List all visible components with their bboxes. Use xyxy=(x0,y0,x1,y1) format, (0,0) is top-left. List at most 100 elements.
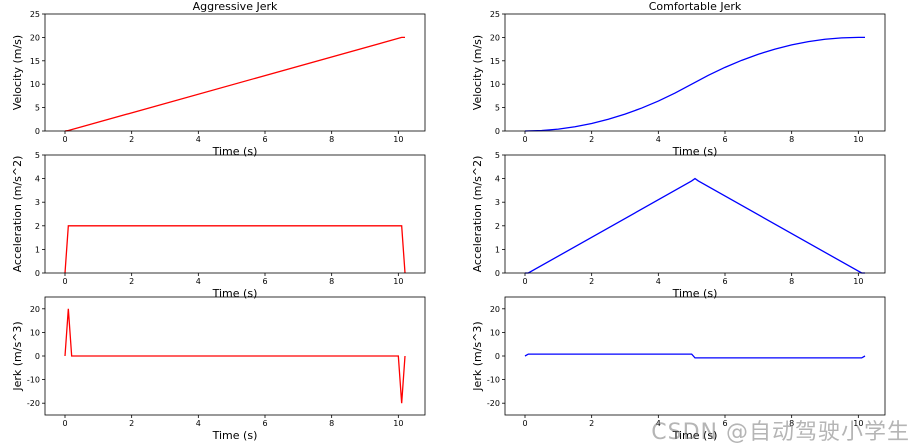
x-tick-label: 8 xyxy=(329,135,334,144)
y-tick-label: -20 xyxy=(27,399,40,408)
series-line xyxy=(524,36,865,132)
y-axis-label: Jerk (m/s^3) xyxy=(471,321,484,391)
y-tick-label: 0 xyxy=(35,352,40,361)
axes-frame xyxy=(504,296,886,416)
y-tick-label: 2 xyxy=(495,222,500,231)
chart-title: Aggressive Jerk xyxy=(193,0,278,13)
series-line xyxy=(64,36,405,132)
x-tick-label: 0 xyxy=(522,135,527,144)
x-tick-label: 10 xyxy=(853,419,863,428)
x-tick-label: 0 xyxy=(62,277,67,286)
y-tick-label: 5 xyxy=(35,151,40,160)
y-axis-label: Acceleration (m/s^2) xyxy=(471,156,484,273)
series-line xyxy=(524,353,866,359)
x-tick-label: 0 xyxy=(62,135,67,144)
y-tick-label: 0 xyxy=(35,269,40,278)
x-tick-label: 10 xyxy=(853,277,863,286)
x-tick-label: 8 xyxy=(329,277,334,286)
y-tick-label: 10 xyxy=(30,80,40,89)
y-tick-label: 5 xyxy=(495,151,500,160)
x-tick-label: 10 xyxy=(393,419,403,428)
x-axis-label: Time (s) xyxy=(212,287,258,300)
x-tick-label: 4 xyxy=(656,419,661,428)
y-tick-label: 20 xyxy=(490,33,500,42)
x-tick-label: 8 xyxy=(789,419,794,428)
x-tick-label: 8 xyxy=(329,419,334,428)
x-axis-label: Time (s) xyxy=(672,145,718,158)
axes-frame xyxy=(44,13,426,132)
x-tick-label: 6 xyxy=(262,277,267,286)
y-axis-label: Velocity (m/s) xyxy=(471,35,484,110)
x-tick-label: 0 xyxy=(62,419,67,428)
x-axis-label: Time (s) xyxy=(672,429,718,442)
x-tick-label: 2 xyxy=(129,135,134,144)
x-tick-label: 4 xyxy=(196,277,201,286)
y-tick-label: 0 xyxy=(495,127,500,136)
x-axis-label: Time (s) xyxy=(212,429,258,442)
x-tick-label: 2 xyxy=(589,135,594,144)
axes-frame xyxy=(504,154,886,274)
x-tick-label: 0 xyxy=(522,419,527,428)
y-tick-label: 20 xyxy=(30,33,40,42)
x-tick-label: 4 xyxy=(656,135,661,144)
x-tick-label: 10 xyxy=(393,135,403,144)
subplot-2: 0 2 4 6 8 10 0 1 2 3 4 5 Time (s) Acceleration (m/s^2… xyxy=(11,151,426,300)
y-tick-label: 0 xyxy=(495,269,500,278)
x-axis-label: Time (s) xyxy=(212,145,258,158)
x-tick-label: 4 xyxy=(656,277,661,286)
chart-title: Comfortable Jerk xyxy=(649,0,742,13)
y-axis-label: Jerk (m/s^3) xyxy=(11,321,24,391)
series-line xyxy=(64,225,406,274)
y-tick-label: 15 xyxy=(30,57,40,66)
y-tick-label: 10 xyxy=(490,328,500,337)
x-tick-label: 0 xyxy=(522,277,527,286)
x-tick-label: 2 xyxy=(589,419,594,428)
y-tick-label: 20 xyxy=(30,305,40,314)
axes-frame xyxy=(44,154,426,274)
y-tick-label: 1 xyxy=(35,245,40,254)
x-tick-label: 2 xyxy=(589,277,594,286)
x-tick-label: 4 xyxy=(196,135,201,144)
subplot-3: 0 2 4 6 8 10 0 1 2 3 4 5 Time (s) Acceleration (m/s^2… xyxy=(471,151,886,300)
y-tick-label: 3 xyxy=(35,198,40,207)
y-tick-label: 25 xyxy=(490,10,500,19)
x-tick-label: 6 xyxy=(722,419,727,428)
y-tick-label: 1 xyxy=(495,245,500,254)
x-axis-label: Time (s) xyxy=(672,287,718,300)
y-tick-label: -10 xyxy=(27,376,40,385)
y-tick-label: 0 xyxy=(495,352,500,361)
x-tick-label: 6 xyxy=(722,277,727,286)
y-tick-label: 15 xyxy=(490,57,500,66)
x-tick-label: 10 xyxy=(853,135,863,144)
y-tick-label: -20 xyxy=(487,399,500,408)
series-line xyxy=(64,308,406,404)
x-tick-label: 6 xyxy=(722,135,727,144)
y-tick-label: -10 xyxy=(487,376,500,385)
x-tick-label: 2 xyxy=(129,419,134,428)
x-tick-label: 10 xyxy=(393,277,403,286)
axes-frame xyxy=(44,296,426,416)
y-tick-label: 5 xyxy=(35,104,40,113)
x-tick-label: 4 xyxy=(196,419,201,428)
y-axis-label: Velocity (m/s) xyxy=(11,35,24,110)
series-line xyxy=(525,177,865,274)
axes-frame xyxy=(504,13,886,132)
x-tick-label: 8 xyxy=(789,135,794,144)
y-tick-label: 2 xyxy=(35,222,40,231)
x-tick-label: 6 xyxy=(262,135,267,144)
x-tick-label: 2 xyxy=(129,277,134,286)
y-tick-label: 20 xyxy=(490,305,500,314)
y-tick-label: 0 xyxy=(35,127,40,136)
y-tick-label: 4 xyxy=(35,175,40,184)
subplot-4: 0 2 4 6 8 10 -20 -10 0 10 20 Time (s) Jerk (m/s^3) xyxy=(11,296,426,442)
subplot-5: 0 2 4 6 8 10 -20 -10 0 10 20 Time (s) Jerk (m/s^3) xyxy=(471,296,886,442)
y-tick-label: 4 xyxy=(495,175,500,184)
y-tick-label: 3 xyxy=(495,198,500,207)
y-axis-label: Acceleration (m/s^2) xyxy=(11,156,24,273)
y-tick-label: 10 xyxy=(490,80,500,89)
x-tick-label: 6 xyxy=(262,419,267,428)
y-tick-label: 5 xyxy=(495,104,500,113)
subplot-0: 0 2 4 6 8 10 0 5 10 15 20 25 Time (s) Velocity (m/s) A… xyxy=(11,0,426,158)
y-tick-label: 25 xyxy=(30,10,40,19)
